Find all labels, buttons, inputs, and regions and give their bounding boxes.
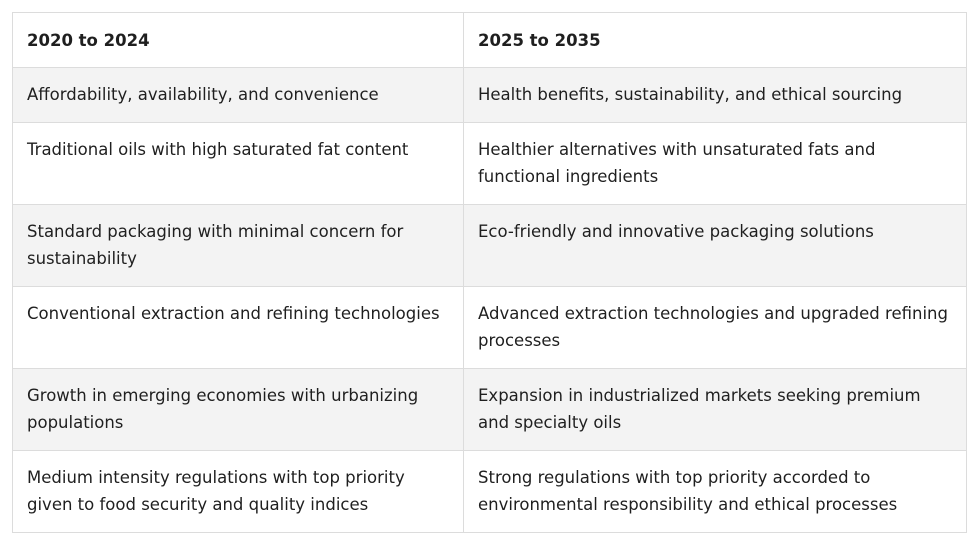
table-cell: Standard packaging with minimal concern … [12,204,464,287]
table-row: Standard packaging with minimal concern … [12,204,967,287]
table-cell: Advanced extraction technologies and upg… [463,286,967,369]
table-cell: Traditional oils with high saturated fat… [12,122,464,205]
table-row: Medium intensity regulations with top pr… [12,450,967,533]
table-cell: Expansion in industrialized markets seek… [463,368,967,451]
table-cell: Strong regulations with top priority acc… [463,450,967,533]
table-cell: Health benefits, sustainability, and eth… [463,67,967,123]
comparison-table: 2020 to 2024 2025 to 2035 Affordability,… [12,12,967,533]
table-row: Growth in emerging economies with urbani… [12,368,967,451]
comparison-table-container: 2020 to 2024 2025 to 2035 Affordability,… [12,12,967,533]
column-header-2020-2024: 2020 to 2024 [12,12,464,68]
table-cell: Eco-friendly and innovative packaging so… [463,204,967,287]
table-row: Conventional extraction and refining tec… [12,286,967,369]
table-header-row: 2020 to 2024 2025 to 2035 [12,12,967,68]
table-cell: Conventional extraction and refining tec… [12,286,464,369]
table-row: Traditional oils with high saturated fat… [12,122,967,205]
table-cell: Medium intensity regulations with top pr… [12,450,464,533]
table-cell: Affordability, availability, and conveni… [12,67,464,123]
table-row: Affordability, availability, and conveni… [12,67,967,123]
column-header-2025-2035: 2025 to 2035 [463,12,967,68]
table-cell: Healthier alternatives with unsaturated … [463,122,967,205]
table-cell: Growth in emerging economies with urbani… [12,368,464,451]
